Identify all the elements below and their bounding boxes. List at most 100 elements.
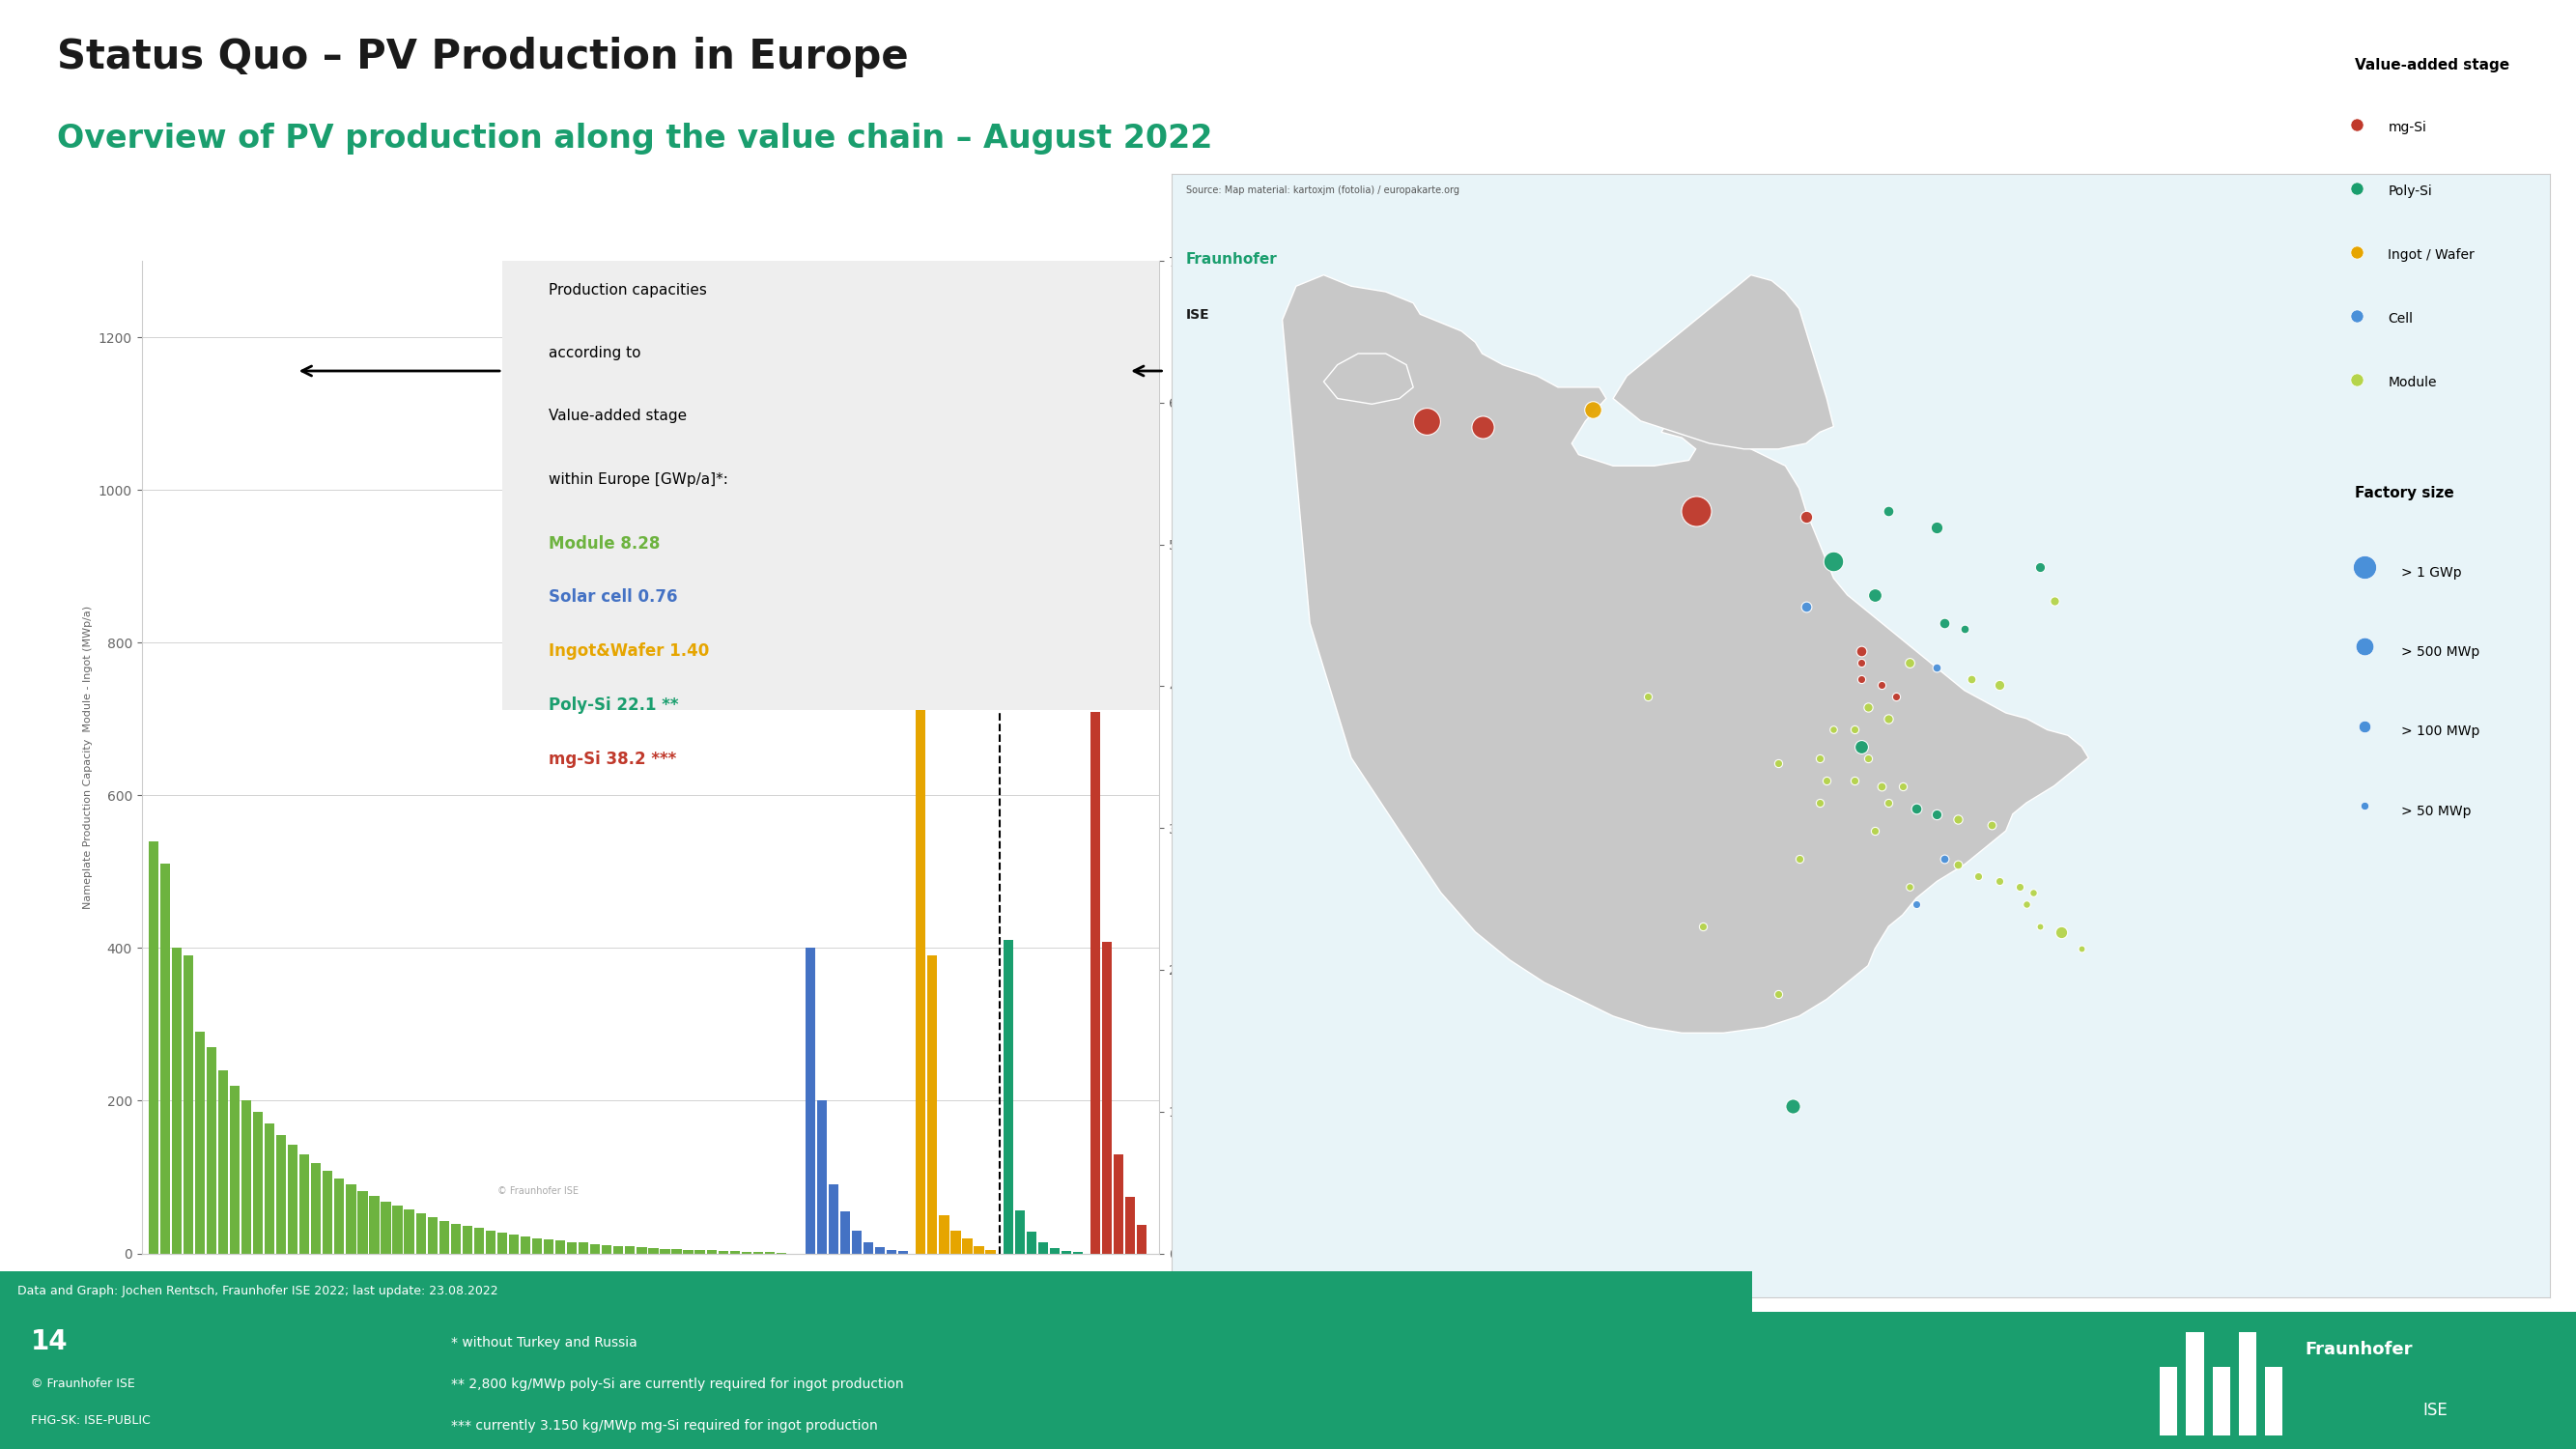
Bar <box>672 1249 683 1253</box>
Bar <box>510 1235 518 1253</box>
Point <box>1757 982 1798 1006</box>
Point <box>1814 549 1855 572</box>
Bar <box>659 1249 670 1253</box>
Bar <box>474 1229 484 1253</box>
Bar <box>183 956 193 1253</box>
Bar <box>613 1246 623 1253</box>
Point <box>2336 368 2378 391</box>
Point <box>1847 696 1888 719</box>
Point <box>1917 803 1958 826</box>
Bar <box>149 840 157 1253</box>
Text: Overview of PV production along the value chain – August 2022: Overview of PV production along the valu… <box>57 123 1213 155</box>
Bar <box>719 1250 729 1253</box>
Bar <box>1126 1197 1136 1253</box>
Text: Poly-Si: Poly-Si <box>2388 184 2432 199</box>
Text: FHG-SK: ISE-PUBLIC: FHG-SK: ISE-PUBLIC <box>31 1414 149 1427</box>
Text: Status Quo – PV Production in Europe: Status Quo – PV Production in Europe <box>57 36 909 77</box>
Bar <box>265 1123 276 1253</box>
Point <box>1785 504 1826 527</box>
Bar <box>729 1250 739 1253</box>
Y-axis label: Nameplate Production Capacity  Module - Ingot (MWp/a): Nameplate Production Capacity Module - I… <box>82 606 93 909</box>
Text: Module: Module <box>2388 375 2437 390</box>
Bar <box>415 1214 425 1253</box>
Bar <box>242 1101 252 1253</box>
Point <box>2020 555 2061 578</box>
Bar <box>806 948 814 1253</box>
Point <box>1847 746 1888 769</box>
Bar <box>974 1246 984 1253</box>
Point <box>2336 304 2378 327</box>
Bar <box>544 1240 554 1253</box>
Bar <box>886 1249 896 1253</box>
Bar <box>461 1226 471 1253</box>
Text: ISE: ISE <box>2421 1401 2447 1419</box>
Point <box>1777 848 1819 871</box>
Point <box>2336 241 2378 264</box>
Point <box>1628 684 1669 707</box>
Bar <box>252 1113 263 1253</box>
Text: Fraunhofer: Fraunhofer <box>2306 1342 2411 1359</box>
Bar <box>706 1250 716 1253</box>
Point <box>1806 768 1847 791</box>
Bar <box>2213 1366 2231 1435</box>
Text: Fraunhofer: Fraunhofer <box>1185 252 1278 267</box>
Point <box>1917 656 1958 680</box>
Point <box>1855 584 1896 607</box>
Point <box>1888 651 1929 674</box>
Point <box>1839 735 1880 758</box>
Bar <box>404 1210 415 1253</box>
Polygon shape <box>1324 354 1414 404</box>
Text: Poly-Si 22.1 **: Poly-Si 22.1 ** <box>549 697 677 714</box>
Point <box>1978 674 2020 697</box>
Bar <box>636 1248 647 1253</box>
Point <box>1917 516 1958 539</box>
Text: © Fraunhofer ISE: © Fraunhofer ISE <box>31 1378 134 1390</box>
Text: ISE: ISE <box>1185 309 1211 322</box>
Bar <box>853 1230 863 1253</box>
Bar <box>1136 1224 1146 1253</box>
Bar <box>603 1245 611 1253</box>
Text: mg-Si 38.2 ***: mg-Si 38.2 *** <box>549 751 675 768</box>
Point <box>1999 875 2040 898</box>
Point <box>1868 498 1909 523</box>
Point <box>1862 774 1904 797</box>
Text: Source: Map material: kartoxjm (fotolia) / europakarte.org: Source: Map material: kartoxjm (fotolia)… <box>1185 185 1458 194</box>
Point <box>1757 752 1798 775</box>
Point <box>1814 719 1855 742</box>
Bar <box>917 490 925 1253</box>
Text: mg-Si: mg-Si <box>2388 120 2427 135</box>
Point <box>1571 398 1613 422</box>
Point <box>1896 893 1937 916</box>
Point <box>1924 848 1965 871</box>
Bar <box>219 1071 229 1253</box>
Bar <box>963 1237 971 1253</box>
Point <box>2344 794 2385 817</box>
Bar <box>206 1048 216 1253</box>
Bar <box>590 1245 600 1253</box>
Point <box>1937 809 1978 832</box>
Point <box>1868 791 1909 814</box>
Point <box>2336 177 2378 200</box>
Point <box>2344 714 2385 738</box>
Text: Ingot / Wafer: Ingot / Wafer <box>2388 248 2476 262</box>
Bar <box>299 1153 309 1253</box>
Point <box>1839 639 1880 662</box>
Point <box>1682 914 1723 938</box>
Bar <box>160 864 170 1253</box>
Bar <box>863 1242 873 1253</box>
Point <box>1834 768 1875 791</box>
Bar <box>345 1185 355 1253</box>
Bar <box>438 1220 448 1253</box>
Text: *** currently 3.150 kg/MWp mg-Si required for ingot production: *** currently 3.150 kg/MWp mg-Si require… <box>451 1419 878 1432</box>
Text: > 50 MWp: > 50 MWp <box>2401 804 2470 819</box>
Bar <box>626 1246 636 1253</box>
Point <box>1834 719 1875 742</box>
Bar <box>580 1243 587 1253</box>
Bar <box>829 1185 840 1253</box>
Bar <box>497 1233 507 1253</box>
Text: Factory size: Factory size <box>2354 485 2455 500</box>
Bar <box>276 1135 286 1253</box>
Point <box>1896 797 1937 820</box>
Point <box>1461 414 1502 438</box>
Text: * without Turkey and Russia: * without Turkey and Russia <box>451 1336 636 1349</box>
